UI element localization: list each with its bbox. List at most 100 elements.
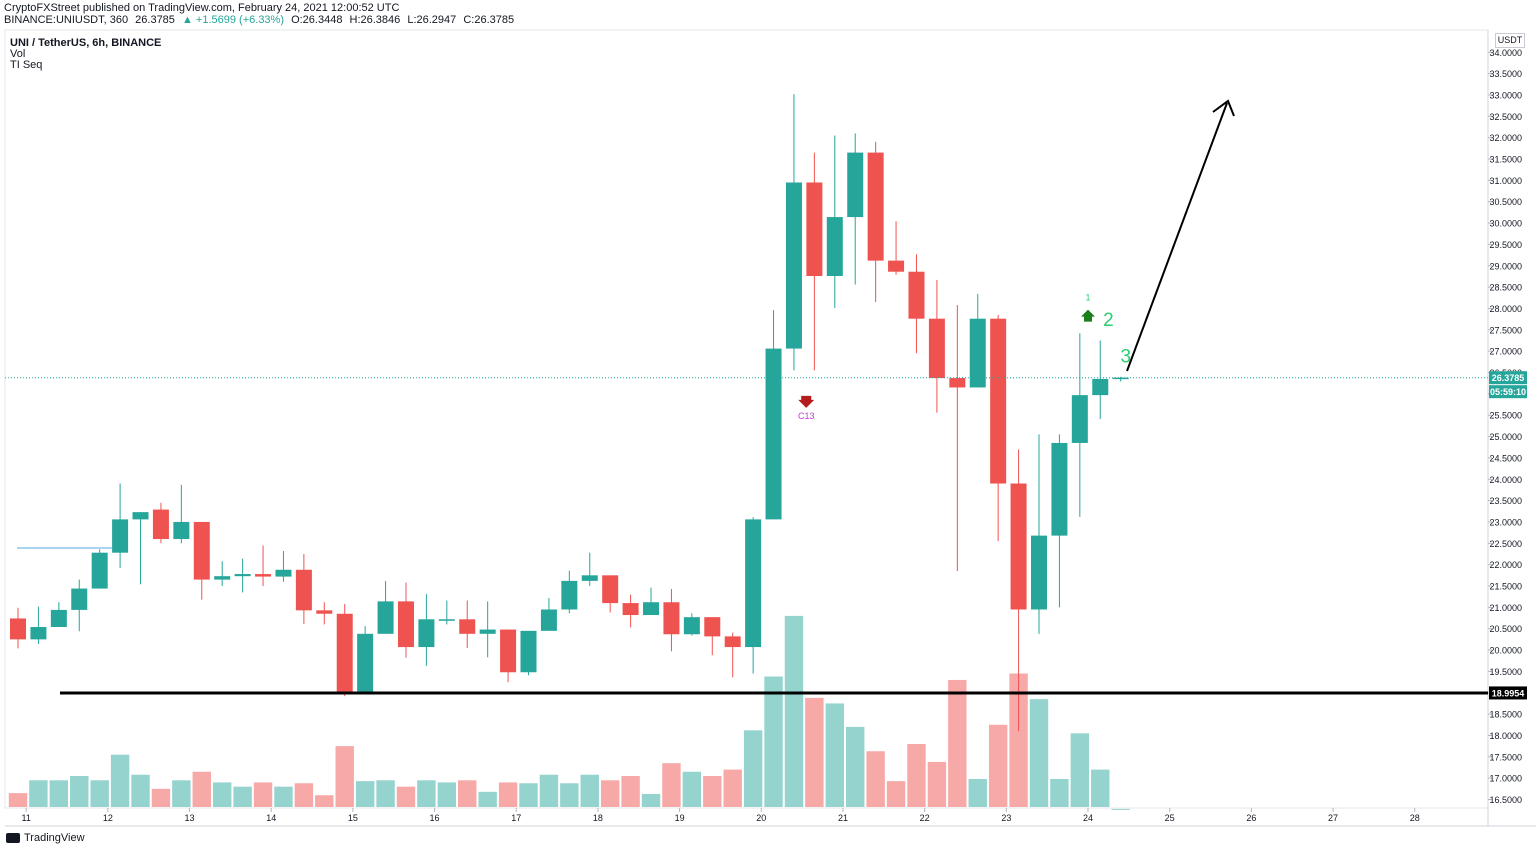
y-tick-label: 34.0000 <box>1489 48 1522 58</box>
countdown-badge: 05:59:10 <box>1490 387 1526 397</box>
candle-body <box>377 601 394 634</box>
candle-body <box>520 630 537 673</box>
volume-bar <box>621 776 640 807</box>
candle-body <box>30 626 47 640</box>
y-tick-label: 17.5000 <box>1489 752 1522 762</box>
time-axis[interactable]: 11 12 13 14 15 16 17 18 19 20 21 22 23 24 25 26 27 28 <box>21 808 1420 823</box>
y-tick-label: 21.0000 <box>1489 603 1522 613</box>
y-tick-label: 25.0000 <box>1489 432 1522 442</box>
volume-bar <box>539 774 559 807</box>
volume-bar <box>315 795 334 807</box>
y-tick-label: 17.0000 <box>1489 774 1522 784</box>
volume-bar <box>90 780 109 807</box>
candle-body <box>1092 378 1109 396</box>
x-tick-label: 12 <box>103 813 113 823</box>
candle-body <box>152 509 169 540</box>
candle-body <box>50 609 67 627</box>
y-tick-label: 33.0000 <box>1489 90 1522 100</box>
volume-bar <box>376 780 395 807</box>
x-tick-label: 25 <box>1165 813 1175 823</box>
ohlc-low: L:26.2947 <box>407 14 457 26</box>
volume-bar <box>1070 733 1090 807</box>
volume-bar <box>355 781 375 807</box>
countdown-badge-bg <box>1489 385 1527 399</box>
candle-body <box>91 552 108 589</box>
volume-bar <box>172 780 191 807</box>
tradingview-brand: TradingView <box>24 832 85 844</box>
volume-bar <box>519 783 538 807</box>
legend-ti-seq[interactable]: TI Seq <box>10 59 43 71</box>
candle-body <box>683 617 700 635</box>
volume-bar <box>825 703 844 807</box>
candle-body <box>969 318 986 388</box>
candles <box>10 94 1129 732</box>
y-tick-label: 33.5000 <box>1489 69 1522 79</box>
price-axis[interactable]: 16.500017.000017.500018.000018.500019.00… <box>1488 48 1527 805</box>
candle-body <box>847 152 864 218</box>
volume-bar <box>151 788 171 807</box>
y-tick-label: 30.0000 <box>1489 219 1522 229</box>
volume-bar <box>1091 769 1110 807</box>
candle-body <box>193 521 210 580</box>
volume-bar <box>743 730 763 807</box>
volume-bar <box>8 793 28 807</box>
x-tick-label: 26 <box>1246 813 1256 823</box>
y-tick-label: 23.0000 <box>1489 517 1522 527</box>
y-tick-label: 20.0000 <box>1489 646 1522 656</box>
td-countdown-label: C13 <box>798 411 815 421</box>
volume-bar <box>417 780 436 807</box>
volume-bar <box>274 786 293 807</box>
candle-body <box>643 602 660 616</box>
tradingview-logo-icon <box>6 833 20 843</box>
candle-body <box>581 575 598 581</box>
candle-body <box>10 618 26 640</box>
volume-bar <box>1050 779 1069 807</box>
y-tick-label: 21.5000 <box>1489 582 1522 592</box>
volume-bar <box>396 786 416 807</box>
volume-bar <box>968 779 987 807</box>
volume-bar <box>233 786 252 807</box>
y-tick-label: 30.5000 <box>1489 197 1522 207</box>
candle-body <box>255 574 272 577</box>
y-tick-label: 22.0000 <box>1489 560 1522 570</box>
candle-body <box>724 636 741 648</box>
x-tick-label: 23 <box>1001 813 1011 823</box>
volume-bar <box>805 697 824 807</box>
volume-bar <box>846 726 865 807</box>
td-buy-arrow-icon <box>1081 309 1096 322</box>
candle-body <box>561 580 578 610</box>
candle-body <box>949 378 966 388</box>
volume-bar <box>580 774 599 807</box>
y-tick-label: 23.5000 <box>1489 496 1522 506</box>
currency-label[interactable]: USDT <box>1495 33 1525 48</box>
current-price-badge-bg <box>1489 371 1527 385</box>
legend-title[interactable]: UNI / TetherUS, 6h, BINANCE <box>10 37 162 49</box>
y-tick-label: 29.5000 <box>1489 240 1522 250</box>
volume-bar <box>437 782 457 807</box>
candle-body <box>357 633 374 692</box>
x-tick-label: 15 <box>348 813 358 823</box>
volume-bar <box>131 774 150 807</box>
volume-bar <box>682 771 702 807</box>
volume-bar <box>784 615 804 807</box>
y-tick-label: 22.5000 <box>1489 539 1522 549</box>
candle-body <box>500 629 517 673</box>
volume-bar <box>1029 699 1049 807</box>
volume-bar <box>192 771 211 807</box>
td-setup-label-2: 2 <box>1103 310 1114 331</box>
x-tick-label: 14 <box>266 813 276 823</box>
volume-bar <box>907 743 926 807</box>
candle-body <box>1071 395 1088 443</box>
x-tick-label: 13 <box>185 813 195 823</box>
candle-body <box>112 519 129 553</box>
volume-bar <box>1111 808 1130 810</box>
plot-area <box>4 29 1489 809</box>
price-change: ▲ +1.5699 (+6.33%) <box>181 14 284 26</box>
support-price-badge-bg <box>1489 686 1527 700</box>
candle-body <box>663 602 680 635</box>
y-tick-label: 24.0000 <box>1489 475 1522 485</box>
y-tick-label: 20.5000 <box>1489 624 1522 634</box>
x-tick-label: 22 <box>920 813 930 823</box>
legend-vol[interactable]: Vol <box>10 48 26 60</box>
